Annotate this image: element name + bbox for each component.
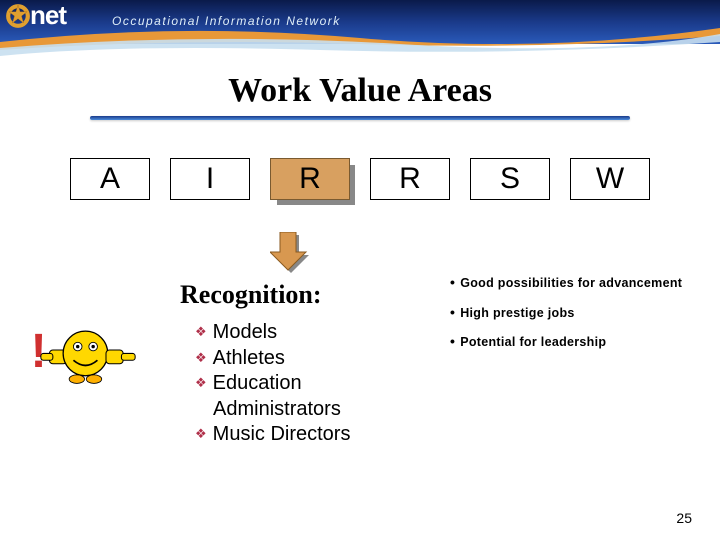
title-area: Work Value Areas [0, 72, 720, 120]
exclaim-icon: ! [31, 325, 47, 378]
side-bullets: Good possibilities for advancement High … [450, 274, 690, 363]
letter-box-a: A [70, 158, 150, 200]
page-number: 25 [676, 510, 692, 526]
letter-box-r2: R [370, 158, 450, 200]
title-underline [90, 116, 630, 120]
logo: net [4, 0, 66, 31]
down-arrow-icon [270, 232, 310, 274]
list-item: Education Administrators [195, 371, 415, 422]
bullet-item: Potential for leadership [450, 333, 690, 351]
bullet-item: Good possibilities for advancement [450, 274, 690, 292]
letter-box-s: S [470, 158, 550, 200]
bullet-item: High prestige jobs [450, 304, 690, 322]
letter-box-w: W [570, 158, 650, 200]
list-item: Music Directors [195, 422, 415, 448]
page-title: Work Value Areas [228, 72, 492, 110]
logo-o-star-icon [4, 2, 32, 30]
recognition-list: Models Athletes Education Administrators… [195, 320, 415, 448]
letter-box-r-highlight: R [270, 158, 350, 200]
logo-text: net [30, 0, 66, 31]
list-item: Models [195, 320, 415, 346]
smiley-pointing-icon: ! [22, 316, 142, 396]
header-subtitle: Occupational Information Network [112, 14, 341, 28]
letter-box-row: A I R R S W [0, 158, 720, 200]
recognition-heading: Recognition: [180, 280, 322, 310]
letter-box-i: I [170, 158, 250, 200]
list-item: Athletes [195, 346, 415, 372]
header-bar: net Occupational Information Network [0, 0, 720, 44]
